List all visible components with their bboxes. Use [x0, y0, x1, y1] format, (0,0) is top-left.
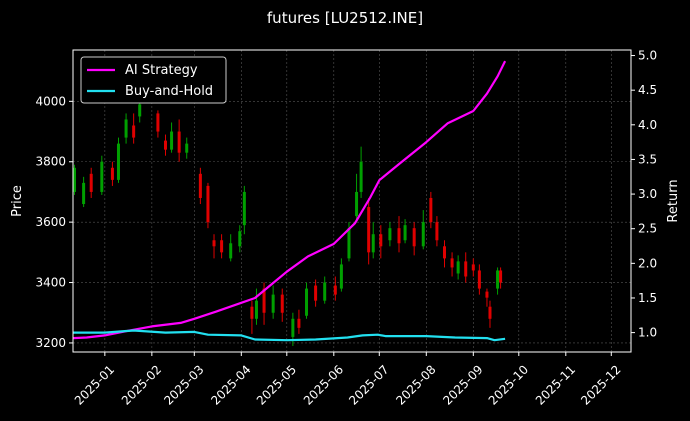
candle-body	[229, 243, 233, 259]
candle-body	[355, 191, 359, 217]
candle-body	[485, 291, 489, 298]
candle-body	[359, 161, 363, 192]
candle-body	[163, 140, 167, 150]
candlesticks	[73, 98, 503, 346]
candle-body	[138, 104, 142, 117]
candle-body	[177, 131, 181, 153]
candle-body	[132, 125, 136, 138]
candle-body	[323, 282, 327, 301]
return-lines	[72, 60, 507, 342]
y-left-tick-label: 3800	[35, 155, 66, 169]
y-axis-left: 3200 3400 3600 3800 4000	[35, 94, 73, 350]
candle-body	[185, 143, 189, 153]
candle-body	[333, 285, 337, 295]
candle-body	[456, 261, 460, 274]
candle-body	[73, 167, 77, 192]
legend: AI Strategy Buy-and-Hold	[80, 56, 227, 104]
candle-body	[367, 207, 371, 253]
candle-body	[450, 258, 454, 268]
candle-body	[435, 222, 439, 241]
y-right-tick-label: 4.5	[638, 83, 657, 97]
candle-body	[421, 222, 425, 247]
candle-body	[156, 113, 160, 132]
candle-body	[488, 306, 492, 319]
candle-body	[89, 173, 93, 192]
candle-body	[442, 246, 446, 259]
candle-body	[464, 261, 468, 277]
candle-body	[477, 270, 481, 289]
candle-body	[371, 234, 375, 253]
candle-body	[379, 234, 383, 247]
y-axis-right: 1.0 1.5 2.0 2.5 3.0 3.5 4.0 4.5 5.0	[631, 49, 657, 340]
candle-body	[170, 131, 174, 150]
y-axis-right-label: Return	[666, 179, 681, 222]
candle-body	[212, 240, 216, 247]
candle-body	[496, 270, 500, 289]
candle-body	[305, 288, 309, 316]
y-right-tick-label: 2.0	[638, 256, 657, 270]
candle-body	[206, 185, 210, 223]
y-left-tick-label: 3200	[35, 336, 66, 350]
plot-frame	[72, 49, 632, 353]
legend-box	[80, 56, 227, 104]
candle-body	[388, 228, 392, 241]
series-line	[72, 60, 507, 340]
candle-body	[262, 288, 266, 313]
candle-body	[271, 294, 275, 313]
y-left-tick-label: 4000	[35, 94, 66, 108]
candle-body	[499, 270, 503, 283]
y-right-tick-label: 3.5	[638, 152, 657, 166]
y-right-tick-label: 1.0	[638, 326, 657, 340]
y-right-tick-label: 2.5	[638, 222, 657, 236]
candle-body	[412, 228, 416, 247]
candle-body	[220, 240, 224, 253]
candle-body	[403, 225, 407, 241]
candle-body	[339, 264, 343, 289]
candle-body	[429, 197, 433, 223]
legend-label: AI Strategy	[125, 63, 198, 78]
candle-body	[110, 167, 114, 180]
candle-body	[397, 228, 401, 244]
candle-body	[238, 231, 242, 247]
y-right-tick-label: 4.0	[638, 118, 657, 132]
series-line	[73, 329, 506, 342]
candle-body	[82, 182, 86, 205]
candle-body	[297, 318, 301, 328]
y-left-tick-label: 3400	[35, 276, 66, 290]
candle-body	[124, 119, 128, 138]
y-axis-left-label: Price	[10, 185, 25, 217]
candle-body	[471, 264, 475, 271]
y-right-tick-label: 1.5	[638, 291, 657, 305]
candle-body	[314, 285, 318, 301]
chart-title: futures [LU2512.INE]	[267, 9, 423, 27]
candle-body	[347, 228, 351, 259]
candle-body	[242, 191, 246, 226]
candle-body	[254, 300, 258, 319]
legend-label: Buy-and-Hold	[125, 84, 213, 99]
candle-body	[198, 173, 202, 198]
candle-body	[291, 318, 295, 337]
y-right-tick-label: 5.0	[638, 49, 657, 63]
y-left-tick-label: 3600	[35, 215, 66, 229]
candle-body	[116, 143, 120, 180]
candle-body	[250, 306, 254, 319]
candle-body	[100, 161, 104, 192]
y-right-tick-label: 3.0	[638, 187, 657, 201]
candle-body	[280, 294, 284, 313]
